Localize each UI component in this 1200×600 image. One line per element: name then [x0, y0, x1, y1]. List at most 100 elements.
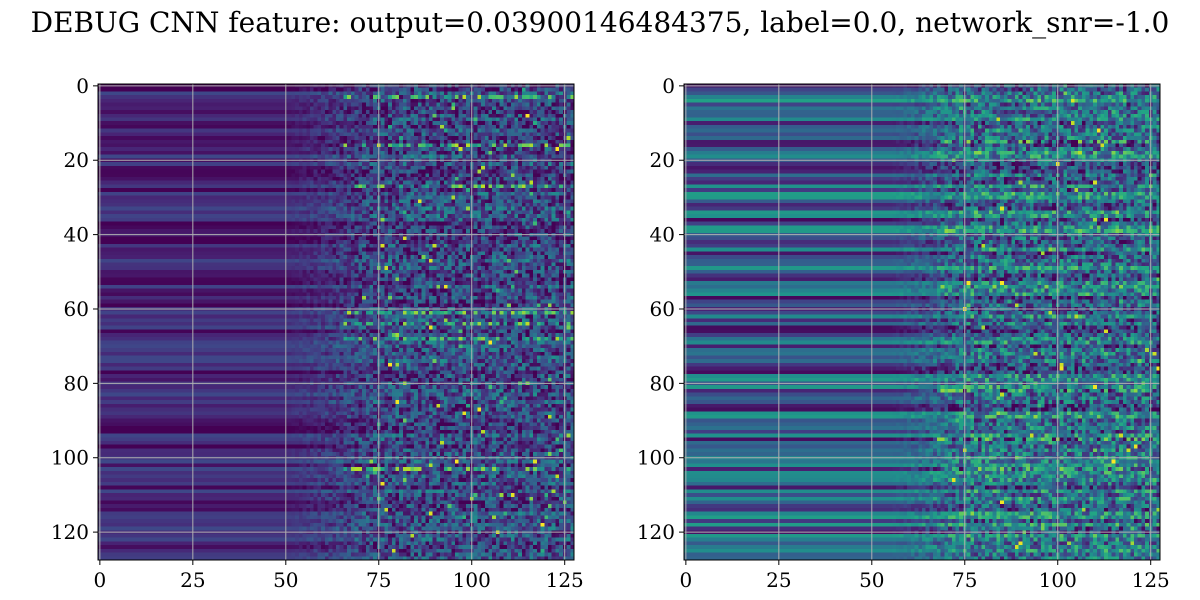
heatmap-cell: [217, 169, 222, 174]
heatmap-cell: [287, 117, 292, 122]
heatmap-cell: [194, 106, 199, 111]
heatmap-cell: [217, 195, 222, 200]
heatmap-cell: [287, 165, 292, 170]
heatmap-cell: [343, 173, 348, 178]
heatmap-cell: [124, 217, 129, 222]
heatmap-cell: [112, 217, 117, 222]
heatmap-cell: [432, 124, 437, 130]
heatmap-cell: [555, 184, 560, 189]
heatmap-cell: [477, 124, 482, 130]
heatmap-cell: [421, 214, 426, 219]
heatmap-cell: [224, 195, 229, 200]
heatmap-cell: [432, 117, 437, 122]
heatmap-cell: [213, 173, 218, 178]
heatmap-cell: [295, 206, 300, 211]
heatmap-cell: [566, 162, 571, 167]
heatmap-cell: [369, 110, 374, 115]
heatmap-cell: [503, 180, 508, 185]
heatmap-cell: [507, 132, 512, 137]
heatmap-cell: [484, 102, 489, 107]
heatmap-cell: [391, 139, 396, 144]
heatmap-cell: [555, 117, 560, 122]
heatmap-cell: [551, 136, 556, 141]
heatmap-cell: [347, 195, 352, 200]
heatmap-cell: [428, 199, 434, 204]
heatmap-cell: [220, 121, 225, 126]
heatmap-cell: [458, 106, 463, 111]
heatmap-cell: [477, 191, 482, 196]
heatmap-cell: [510, 95, 515, 100]
heatmap-cell: [473, 95, 478, 100]
heatmap-cell: [124, 154, 129, 159]
heatmap-cell: [124, 210, 129, 215]
heatmap-cell: [257, 206, 263, 211]
heatmap-cell: [328, 139, 333, 144]
heatmap-cell: [295, 154, 300, 159]
heatmap-cell: [336, 214, 341, 219]
heatmap-cell: [157, 184, 162, 189]
heatmap-cell: [354, 180, 359, 185]
heatmap-cell: [451, 87, 456, 92]
heatmap-cell: [499, 106, 504, 111]
heatmap-cell: [503, 150, 508, 156]
heatmap-cell: [547, 102, 553, 107]
heatmap-cell: [432, 169, 437, 174]
heatmap-cell: [138, 136, 144, 141]
heatmap-cell: [228, 150, 233, 156]
heatmap-cell: [161, 139, 166, 144]
heatmap-cell: [492, 184, 497, 189]
heatmap-cell: [391, 128, 396, 133]
heatmap-cell: [492, 214, 497, 219]
heatmap-cell: [224, 95, 229, 100]
heatmap-cell: [194, 117, 199, 122]
heatmap-cell: [328, 150, 333, 156]
heatmap-cell: [354, 150, 359, 156]
heatmap-cell: [202, 191, 207, 196]
heatmap-cell: [458, 188, 463, 193]
heatmap-cell: [176, 188, 181, 193]
heatmap-cell: [217, 188, 222, 193]
heatmap-cell: [309, 206, 315, 211]
heatmap-cell: [481, 132, 486, 137]
heatmap-cell: [142, 217, 147, 222]
heatmap-cell: [473, 188, 478, 193]
heatmap-cell: [391, 206, 396, 211]
heatmap-cell: [484, 136, 489, 141]
heatmap-cell: [466, 184, 471, 189]
heatmap-cell: [473, 210, 478, 215]
heatmap-cell: [135, 199, 140, 204]
heatmap-cell: [481, 169, 486, 174]
heatmap-cell: [131, 210, 136, 215]
heatmap-cell: [518, 214, 523, 219]
heatmap-cell: [477, 176, 482, 182]
heatmap-cell: [265, 180, 270, 185]
heatmap-cell: [510, 154, 515, 159]
heatmap-cell: [332, 102, 337, 107]
heatmap-cell: [384, 91, 389, 96]
heatmap-cell: [391, 191, 396, 196]
heatmap-cell: [406, 165, 411, 170]
heatmap-cell: [425, 102, 430, 107]
heatmap-cell: [521, 143, 527, 148]
heatmap-cell: [514, 110, 519, 115]
heatmap-cell: [410, 121, 415, 126]
heatmap-cell: [536, 199, 541, 204]
heatmap-cell: [135, 128, 140, 133]
heatmap-cell: [354, 132, 359, 137]
heatmap-cell: [272, 87, 277, 92]
heatmap-cell: [566, 106, 571, 111]
heatmap-cell: [269, 143, 274, 148]
heatmap-cell: [321, 98, 326, 103]
heatmap-cell: [309, 210, 315, 215]
heatmap-cell: [499, 199, 504, 204]
heatmap-cell: [432, 180, 437, 185]
heatmap-cell: [369, 176, 374, 182]
heatmap-cell: [391, 136, 396, 141]
heatmap-cell: [499, 206, 504, 211]
heatmap-cell: [228, 206, 233, 211]
heatmap-cell: [503, 154, 508, 159]
heatmap-cell: [105, 180, 110, 185]
heatmap-cell: [324, 128, 329, 133]
heatmap-cell: [220, 180, 225, 185]
